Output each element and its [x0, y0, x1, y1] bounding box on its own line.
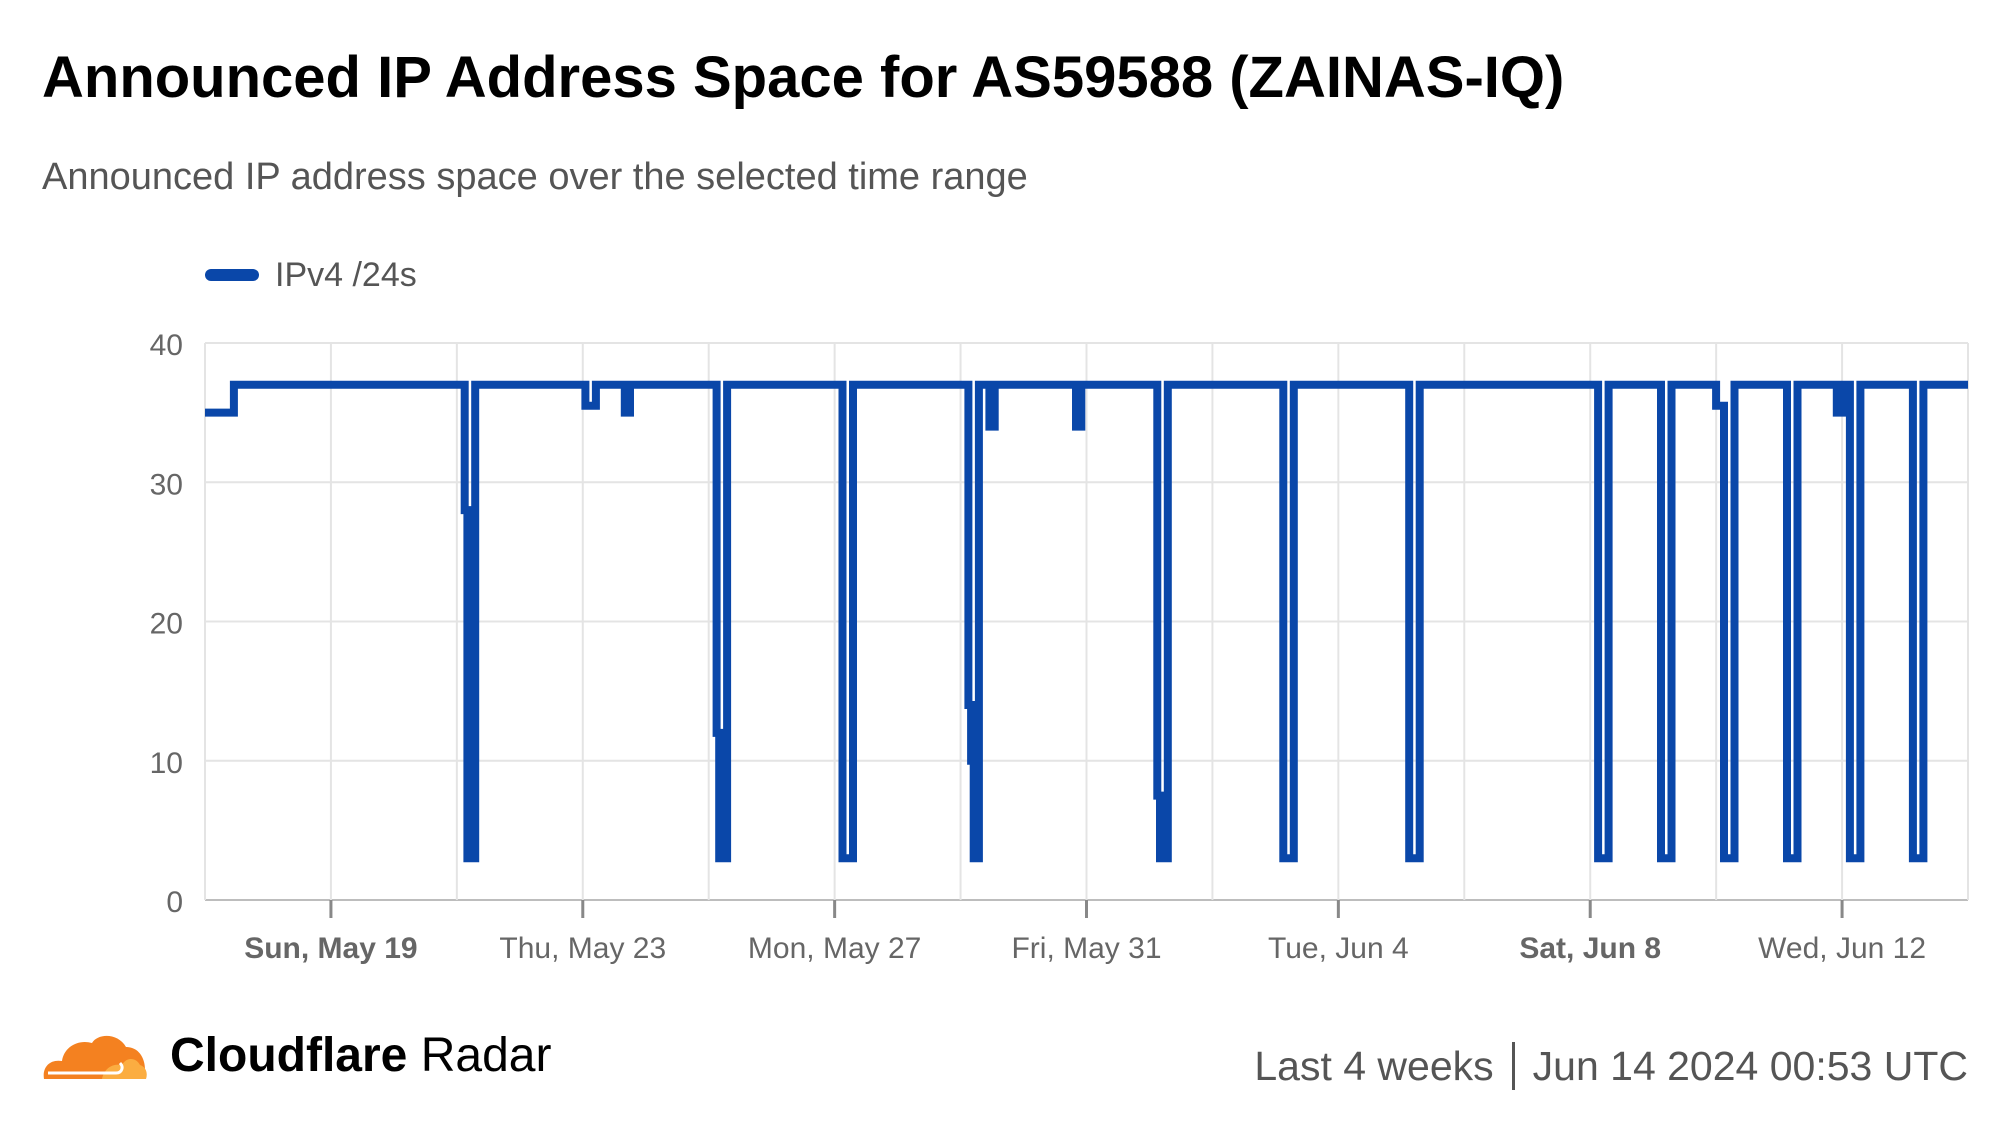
footer-separator	[1511, 1042, 1515, 1090]
y-tick-label: 30	[150, 468, 183, 501]
chart-subtitle: Announced IP address space over the sele…	[42, 156, 1028, 198]
x-tick-label: Thu, May 23	[499, 932, 666, 965]
y-tick-labels: 0 10 20 30 40	[150, 329, 183, 919]
time-range-label: Last 4 weeks	[1254, 1042, 1494, 1089]
brand-name: Cloudflare Radar	[170, 1028, 551, 1083]
x-tick-label: Wed, Jun 12	[1758, 932, 1926, 965]
y-tick-label: 10	[150, 747, 183, 780]
x-gridlines	[204, 342, 1969, 900]
x-tick-labels: Sun, May 19 Thu, May 23 Mon, May 27 Fri, Ma…	[244, 932, 1926, 965]
cloud-logo-icon	[43, 1035, 147, 1079]
series-lines	[205, 380, 1968, 863]
brand-name-bold: Cloudflare	[170, 1028, 408, 1082]
x-tick-label: Sat, Jun 8	[1519, 932, 1661, 965]
y-tick-label: 20	[150, 608, 183, 641]
footer-info: Last 4 weeks Jun 14 2024 00:53 UTC	[1254, 1038, 1968, 1094]
x-tick-label: Sun, May 19	[244, 932, 417, 965]
x-tick-label: Tue, Jun 4	[1268, 932, 1409, 965]
x-tick-label: Fri, May 31	[1011, 932, 1161, 965]
legend-swatch	[205, 269, 259, 281]
x-tick-marks	[329, 900, 1844, 918]
timestamp-label: Jun 14 2024 00:53 UTC	[1532, 1042, 1968, 1089]
chart-title: Announced IP Address Space for AS59588 (…	[42, 45, 1565, 110]
series-line-0[interactable]	[205, 380, 1968, 863]
chart-legend[interactable]: IPv4 /24s	[205, 250, 417, 300]
y-tick-label: 0	[166, 886, 183, 919]
brand-name-light: Radar	[420, 1028, 552, 1082]
chart-area: 0 10 20 30 40 Sun, May 19 Thu, May 23 Mon, May…	[150, 329, 1969, 965]
y-tick-label: 40	[150, 329, 183, 362]
brand-logo[interactable]: Cloudflare Radar	[40, 1020, 551, 1090]
x-tick-label: Mon, May 27	[748, 932, 921, 965]
legend-label: IPv4 /24s	[275, 255, 417, 294]
